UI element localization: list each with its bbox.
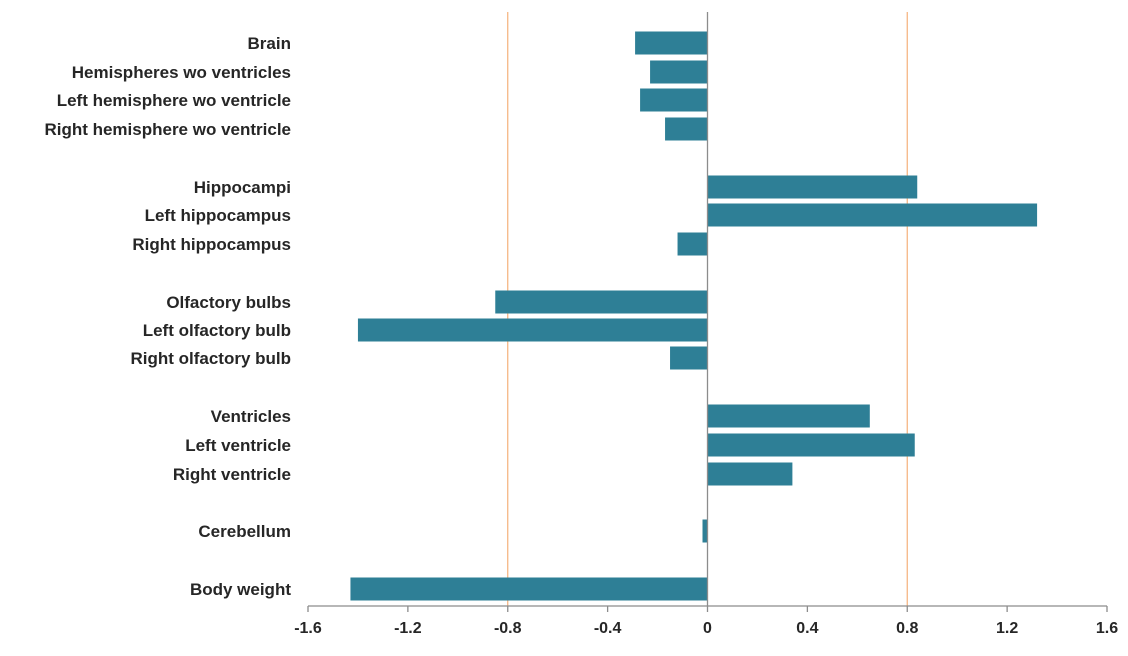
- category-label-9: Right olfactory bulb: [130, 349, 291, 368]
- bar-7: [495, 290, 708, 314]
- x-tick-label-8: 1.6: [1096, 620, 1118, 637]
- x-tick-label-5: 0.4: [796, 620, 818, 637]
- x-tick-label-3: -0.4: [594, 620, 622, 637]
- category-label-14: Body weight: [190, 580, 291, 599]
- category-label-3: Right hemisphere wo ventricle: [44, 120, 291, 139]
- category-label-10: Ventricles: [211, 407, 291, 426]
- bar-12: [707, 462, 793, 486]
- category-labels: Brain Hemispheres wo ventricles Left hemis…: [44, 34, 291, 599]
- bar-3: [665, 117, 708, 141]
- category-label-12: Right ventricle: [173, 465, 291, 484]
- bar-4: [707, 175, 918, 199]
- category-label-13: Cerebellum: [198, 522, 291, 541]
- category-label-1: Hemispheres wo ventricles: [72, 63, 291, 82]
- bar-10: [707, 404, 870, 428]
- bar-2: [640, 88, 708, 112]
- axes: [307, 12, 1108, 612]
- category-label-6: Right hippocampus: [132, 235, 291, 254]
- category-label-2: Left hemisphere wo ventricle: [57, 91, 291, 110]
- category-label-8: Left olfactory bulb: [143, 321, 291, 340]
- x-tick-label-4: 0: [703, 620, 712, 637]
- bar-6: [677, 232, 708, 256]
- x-tick-labels: -1.6 -1.2 -0.8 -0.4 0 0.4 0.8 1.2 1.6: [294, 620, 1118, 637]
- bars: [350, 31, 1038, 601]
- x-tick-label-7: 1.2: [996, 620, 1018, 637]
- x-tick-label-0: -1.6: [294, 620, 322, 637]
- x-tick-label-6: 0.8: [896, 620, 918, 637]
- x-tick-label-1: -1.2: [394, 620, 422, 637]
- category-label-0: Brain: [248, 34, 291, 53]
- category-label-7: Olfactory bulbs: [166, 293, 291, 312]
- category-label-5: Left hippocampus: [145, 206, 291, 225]
- bar-9: [670, 346, 708, 370]
- bar-13: [702, 519, 708, 543]
- bar-1: [650, 60, 708, 84]
- bar-5: [707, 203, 1038, 227]
- bar-0: [635, 31, 708, 55]
- bar-11: [707, 433, 915, 457]
- category-label-4: Hippocampi: [194, 178, 291, 197]
- x-tick-label-2: -0.8: [494, 620, 522, 637]
- bar-8: [357, 318, 708, 342]
- bar-14: [350, 577, 708, 601]
- category-label-11: Left ventricle: [185, 436, 291, 455]
